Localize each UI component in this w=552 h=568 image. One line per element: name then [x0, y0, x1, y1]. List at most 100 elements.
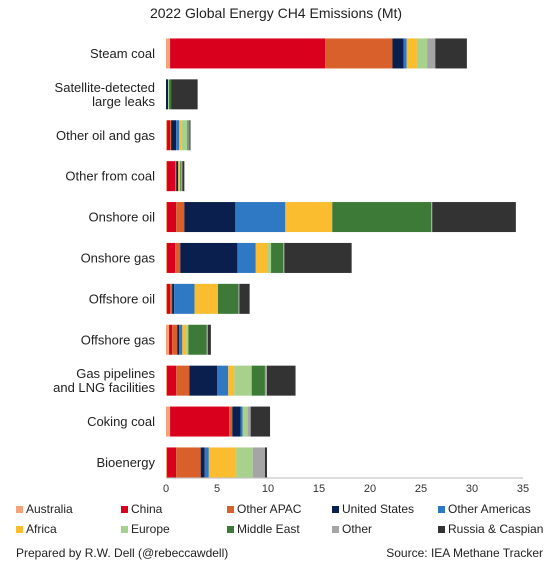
- bar-coking-coal-other-americas: [240, 406, 243, 437]
- chart-title: 2022 Global Energy CH4 Emissions (Mt): [150, 5, 402, 21]
- category-label-other-oil-and-gas: Other oil and gas: [56, 128, 156, 143]
- x-tick-label-35: 35: [517, 483, 529, 495]
- bar-offshore-oil-other-apac: [170, 283, 173, 314]
- credit-footnote: Prepared by R.W. Dell (@rebeccawdell): [16, 546, 228, 560]
- bar-other-from-coal-other-apac: [175, 161, 177, 192]
- bar-onshore-oil-united-states: [184, 202, 236, 233]
- bar-gas-pipelines-and-lng-facilities-other-apac: [176, 365, 190, 396]
- x-tick-label-5: 5: [214, 483, 220, 495]
- bar-onshore-gas-russia-and-caspian: [284, 242, 352, 273]
- bar-offshore-gas-other: [206, 324, 208, 355]
- bar-plot-area: [166, 38, 516, 478]
- legend-label-other: Other: [342, 522, 372, 536]
- legend-swatch-china: [121, 506, 128, 513]
- source-footnote: Source: IEA Methane Tracker: [386, 546, 543, 560]
- bar-onshore-gas-china: [167, 242, 176, 273]
- bar-onshore-oil-africa: [285, 202, 333, 233]
- bar-bioenergy-russia-and-caspian: [264, 447, 267, 478]
- bar-bioenergy-other: [252, 447, 265, 478]
- legend-label-other-americas: Other Americas: [448, 502, 531, 516]
- x-tick-label-10: 10: [262, 483, 274, 495]
- category-label-other-from-coal: Other from coal: [65, 169, 155, 184]
- bar-onshore-gas-europe: [268, 242, 272, 273]
- bar-onshore-gas-africa: [255, 242, 268, 273]
- legend-swatch-australia: [16, 506, 23, 513]
- bar-coking-coal-russia-and-caspian: [250, 406, 271, 437]
- bar-onshore-gas-middle-east: [271, 242, 284, 273]
- bar-offshore-oil-middle-east: [218, 283, 239, 314]
- legend: Australia China Other APAC United States Oth…: [16, 502, 543, 536]
- bar-other-oil-and-gas-united-states: [171, 120, 177, 151]
- bar-offshore-gas-australia: [166, 324, 170, 355]
- bar-steam-coal-other-apac: [325, 38, 393, 69]
- bar-gas-pipelines-and-lng-facilities-australia: [166, 365, 168, 396]
- bar-satellite-detected-large-leaks-united-states: [166, 79, 169, 110]
- bar-gas-pipelines-and-lng-facilities-middle-east: [251, 365, 265, 396]
- legend-label-china: China: [131, 502, 163, 516]
- bar-other-from-coal-europe: [179, 161, 181, 192]
- category-label-coking-coal: Coking coal: [87, 414, 155, 429]
- x-tick-label-15: 15: [313, 483, 325, 495]
- bar-other-oil-and-gas-africa: [179, 120, 182, 151]
- legend-swatch-united-states: [332, 506, 339, 513]
- bar-other-from-coal-australia: [166, 161, 168, 192]
- bar-gas-pipelines-and-lng-facilities-africa: [228, 365, 235, 396]
- bar-offshore-oil-united-states: [172, 283, 175, 314]
- bar-offshore-oil-china: [167, 283, 171, 314]
- bar-coking-coal-china: [170, 406, 230, 437]
- bar-steam-coal-united-states: [392, 38, 404, 69]
- bar-gas-pipelines-and-lng-facilities-china: [167, 365, 177, 396]
- bar-coking-coal-other-apac: [229, 406, 233, 437]
- bar-bioenergy-china: [167, 447, 177, 478]
- bar-coking-coal-australia: [166, 406, 171, 437]
- bar-offshore-gas-china: [169, 324, 173, 355]
- bar-offshore-gas-africa: [182, 324, 187, 355]
- bar-offshore-gas-europe: [186, 324, 189, 355]
- bar-offshore-oil-other-americas: [174, 283, 195, 314]
- bar-offshore-oil-africa: [194, 283, 219, 314]
- bar-other-oil-and-gas-europe: [181, 120, 188, 151]
- bar-other-oil-and-gas-other: [188, 120, 190, 151]
- bar-steam-coal-other: [427, 38, 436, 69]
- bar-steam-coal-africa: [406, 38, 417, 69]
- bar-satellite-detected-large-leaks-europe: [168, 79, 170, 110]
- bar-onshore-oil-australia: [166, 202, 168, 233]
- bar-onshore-oil-other: [431, 202, 433, 233]
- bar-coking-coal-united-states: [232, 406, 241, 437]
- legend-swatch-other-americas: [438, 506, 445, 513]
- legend-swatch-europe: [121, 526, 128, 533]
- bar-other-oil-and-gas-other-apac: [170, 120, 172, 151]
- bar-bioenergy-africa: [208, 447, 237, 478]
- bar-steam-coal-russia-and-caspian: [435, 38, 467, 69]
- legend-label-united-states: United States: [342, 502, 414, 516]
- category-label-offshore-gas: Offshore gas: [81, 332, 156, 347]
- bar-steam-coal-other-americas: [403, 38, 407, 69]
- category-label-satellite-detected-large-leaks-line-2: large leaks: [92, 94, 155, 109]
- bar-onshore-oil-middle-east: [332, 202, 432, 233]
- bar-steam-coal-europe: [416, 38, 428, 69]
- legend-label-europe: Europe: [131, 522, 170, 536]
- category-label-bioenergy: Bioenergy: [96, 455, 155, 470]
- bar-offshore-gas-united-states: [177, 324, 180, 355]
- bar-offshore-oil-russia-and-caspian: [239, 283, 250, 314]
- x-tick-label-20: 20: [364, 483, 376, 495]
- x-tick-label-30: 30: [466, 483, 478, 495]
- category-label-gas-pipelines-and-lng-facilities-line-2: and LNG facilities: [53, 380, 155, 395]
- bar-steam-coal-china: [170, 38, 326, 69]
- category-label-steam-coal: Steam coal: [90, 46, 155, 61]
- bar-gas-pipelines-and-lng-facilities-russia-and-caspian: [266, 365, 296, 396]
- bar-other-from-coal-middle-east: [180, 161, 182, 192]
- bar-offshore-gas-other-americas: [179, 324, 183, 355]
- bar-offshore-gas-middle-east: [188, 324, 207, 355]
- bar-onshore-oil-other-americas: [235, 202, 286, 233]
- legend-label-middle-east: Middle East: [237, 522, 300, 536]
- legend-swatch-africa: [16, 526, 23, 533]
- bar-other-oil-and-gas-middle-east: [187, 120, 189, 151]
- bar-onshore-gas-other-apac: [175, 242, 181, 273]
- bar-gas-pipelines-and-lng-facilities-united-states: [189, 365, 217, 396]
- bar-onshore-gas-australia: [166, 242, 168, 273]
- bar-gas-pipelines-and-lng-facilities-other: [264, 365, 267, 396]
- bar-other-from-coal-russia-and-caspian: [182, 161, 185, 192]
- bar-other-from-coal-united-states: [176, 161, 179, 192]
